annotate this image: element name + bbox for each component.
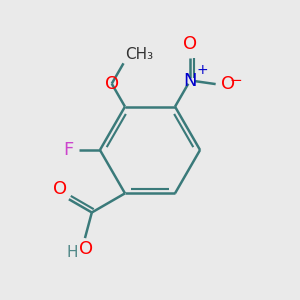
Text: O: O <box>183 35 197 53</box>
Text: CH₃: CH₃ <box>125 47 153 62</box>
Text: F: F <box>63 141 74 159</box>
Text: +: + <box>196 63 208 77</box>
Text: −: − <box>229 73 242 88</box>
Text: N: N <box>183 72 196 90</box>
Text: O: O <box>53 180 68 198</box>
Text: H: H <box>66 245 78 260</box>
Text: O: O <box>80 240 94 258</box>
Text: O: O <box>221 75 235 93</box>
Text: O: O <box>105 75 119 93</box>
